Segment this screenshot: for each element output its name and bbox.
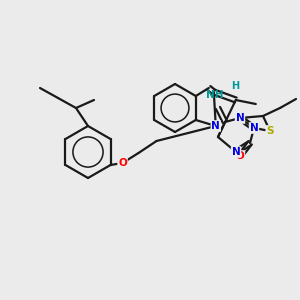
Text: N: N bbox=[212, 121, 220, 131]
Text: N: N bbox=[250, 123, 258, 133]
Text: O: O bbox=[236, 151, 244, 161]
Text: H: H bbox=[231, 81, 239, 91]
Text: O: O bbox=[118, 158, 127, 168]
Text: N: N bbox=[232, 147, 240, 157]
Text: N: N bbox=[236, 113, 244, 123]
Text: S: S bbox=[266, 126, 274, 136]
Text: NH: NH bbox=[206, 90, 224, 100]
